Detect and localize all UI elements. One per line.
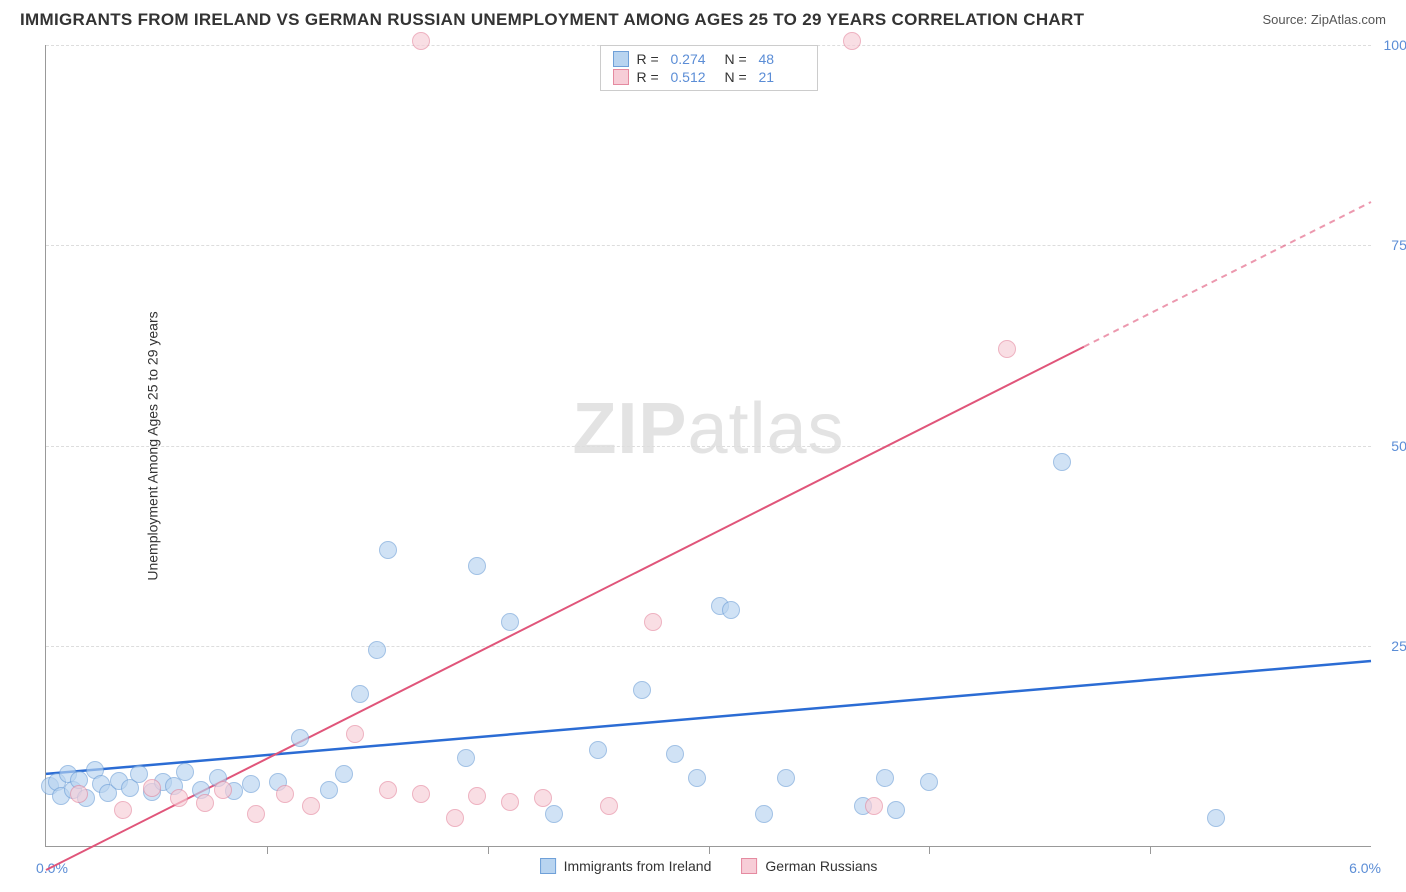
data-point	[214, 781, 232, 799]
legend-series-label: Immigrants from Ireland	[564, 858, 712, 874]
gridline	[46, 646, 1371, 647]
data-point	[114, 801, 132, 819]
data-point	[468, 787, 486, 805]
x-tick	[929, 846, 930, 854]
y-tick-label: 100.0%	[1384, 37, 1406, 53]
data-point	[446, 809, 464, 827]
data-point	[1053, 453, 1071, 471]
legend-r-value: 0.512	[671, 69, 717, 85]
data-point	[70, 785, 88, 803]
data-point	[545, 805, 563, 823]
data-point	[501, 613, 519, 631]
watermark-light: atlas	[687, 389, 844, 469]
legend-r-label: R =	[637, 69, 663, 85]
legend-series-label: German Russians	[765, 858, 877, 874]
data-point	[777, 769, 795, 787]
legend-swatch	[741, 858, 757, 874]
data-point	[176, 763, 194, 781]
data-point	[589, 741, 607, 759]
chart-area: Unemployment Among Ages 25 to 29 years Z…	[45, 45, 1371, 847]
chart-title: IMMIGRANTS FROM IRELAND VS GERMAN RUSSIA…	[20, 10, 1084, 30]
gridline	[46, 245, 1371, 246]
data-point	[302, 797, 320, 815]
legend-stats: R = 0.274 N = 48 R = 0.512 N = 21	[600, 45, 818, 91]
data-point	[379, 541, 397, 559]
data-point	[143, 779, 161, 797]
legend-stats-row: R = 0.512 N = 21	[613, 68, 805, 86]
x-tick	[1150, 846, 1151, 854]
data-point	[247, 805, 265, 823]
data-point	[276, 785, 294, 803]
x-tick	[709, 846, 710, 854]
legend-stats-row: R = 0.274 N = 48	[613, 50, 805, 68]
x-axis-max-label: 6.0%	[1349, 860, 1381, 876]
data-point	[501, 793, 519, 811]
data-point	[755, 805, 773, 823]
data-point	[843, 32, 861, 50]
y-tick-label: 75.0%	[1391, 237, 1406, 253]
data-point	[1207, 809, 1225, 827]
source-prefix: Source:	[1262, 12, 1310, 27]
watermark-bold: ZIP	[572, 389, 687, 469]
data-point	[291, 729, 309, 747]
data-point	[351, 685, 369, 703]
data-point	[412, 32, 430, 50]
legend-series: Immigrants from Ireland German Russians	[540, 858, 878, 874]
data-point	[666, 745, 684, 763]
legend-n-value: 48	[759, 51, 805, 67]
legend-series-item: Immigrants from Ireland	[540, 858, 712, 874]
data-point	[379, 781, 397, 799]
data-point	[130, 765, 148, 783]
data-point	[534, 789, 552, 807]
data-point	[644, 613, 662, 631]
watermark: ZIPatlas	[572, 388, 844, 470]
data-point	[722, 601, 740, 619]
data-point	[865, 797, 883, 815]
data-point	[346, 725, 364, 743]
legend-series-item: German Russians	[741, 858, 877, 874]
legend-n-label: N =	[725, 51, 751, 67]
data-point	[196, 794, 214, 812]
legend-r-value: 0.274	[671, 51, 717, 67]
legend-swatch	[613, 69, 629, 85]
source-link[interactable]: ZipAtlas.com	[1311, 12, 1386, 27]
data-point	[920, 773, 938, 791]
data-point	[412, 785, 430, 803]
data-point	[876, 769, 894, 787]
data-point	[887, 801, 905, 819]
data-point	[600, 797, 618, 815]
x-tick	[488, 846, 489, 854]
y-tick-label: 50.0%	[1391, 438, 1406, 454]
x-axis-origin-label: 0.0%	[36, 860, 68, 876]
chart-source: Source: ZipAtlas.com	[1262, 12, 1386, 27]
data-point	[688, 769, 706, 787]
legend-r-label: R =	[637, 51, 663, 67]
data-point	[242, 775, 260, 793]
x-tick	[267, 846, 268, 854]
data-point	[320, 781, 338, 799]
data-point	[335, 765, 353, 783]
data-point	[998, 340, 1016, 358]
data-point	[457, 749, 475, 767]
y-tick-label: 25.0%	[1391, 638, 1406, 654]
gridline	[46, 446, 1371, 447]
data-point	[468, 557, 486, 575]
legend-n-value: 21	[759, 69, 805, 85]
data-point	[633, 681, 651, 699]
legend-swatch	[540, 858, 556, 874]
data-point	[368, 641, 386, 659]
legend-swatch	[613, 51, 629, 67]
data-point	[170, 789, 188, 807]
legend-n-label: N =	[725, 69, 751, 85]
